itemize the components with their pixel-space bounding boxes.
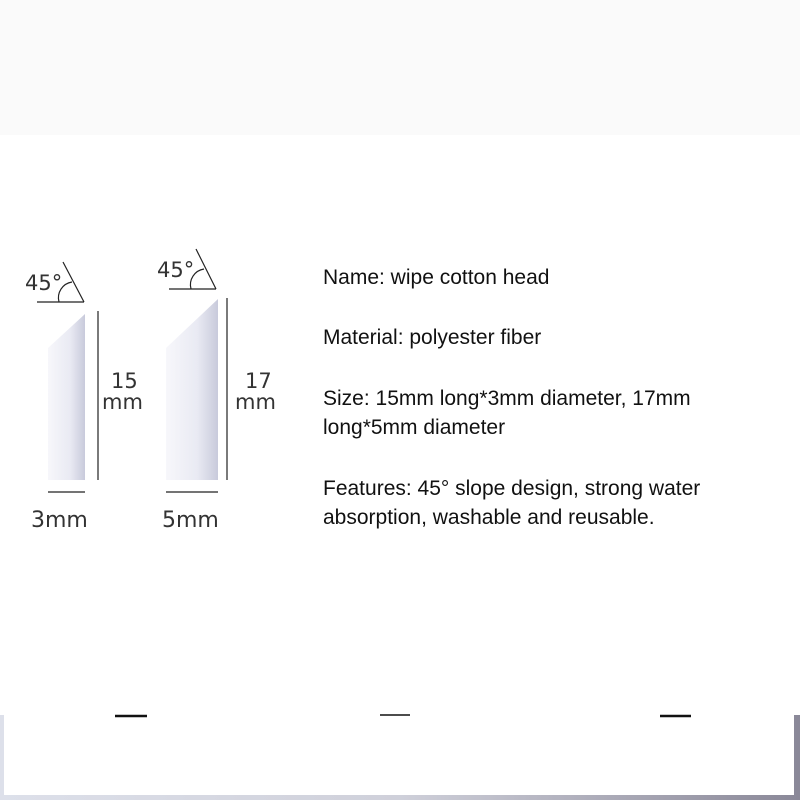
- spec-size: Size: 15mm long*3mm diameter, 17mm long*…: [323, 387, 691, 439]
- angle-slope-line: [195, 248, 217, 290]
- left-angle-label: 45°: [25, 271, 62, 295]
- large-cotton-head: 45° 17 mm 5mm: [157, 248, 276, 533]
- bottom-frame: [0, 714, 800, 800]
- right-angle-label: 45°: [157, 258, 194, 282]
- angle-arc-icon: [189, 268, 205, 290]
- left-length-value: 15: [111, 369, 138, 393]
- small-cotton-head: 45° 15 mm 3mm: [25, 261, 143, 533]
- small-head-shape: [48, 314, 85, 480]
- right-width-label: 5mm: [162, 508, 219, 533]
- large-head-shape: [166, 299, 218, 480]
- right-length-value: 17: [245, 369, 272, 393]
- spec-features: Features: 45° slope design, strong water…: [323, 477, 701, 529]
- top-band: [0, 0, 800, 135]
- spec-name: Name: wipe cotton head: [323, 266, 550, 289]
- angle-slope-line: [62, 261, 85, 303]
- left-length-unit: mm: [102, 390, 143, 414]
- right-length-unit: mm: [235, 390, 276, 414]
- left-width-label: 3mm: [31, 508, 88, 533]
- spec-material: Material: polyester fiber: [323, 326, 542, 349]
- angle-arc-icon: [57, 281, 73, 303]
